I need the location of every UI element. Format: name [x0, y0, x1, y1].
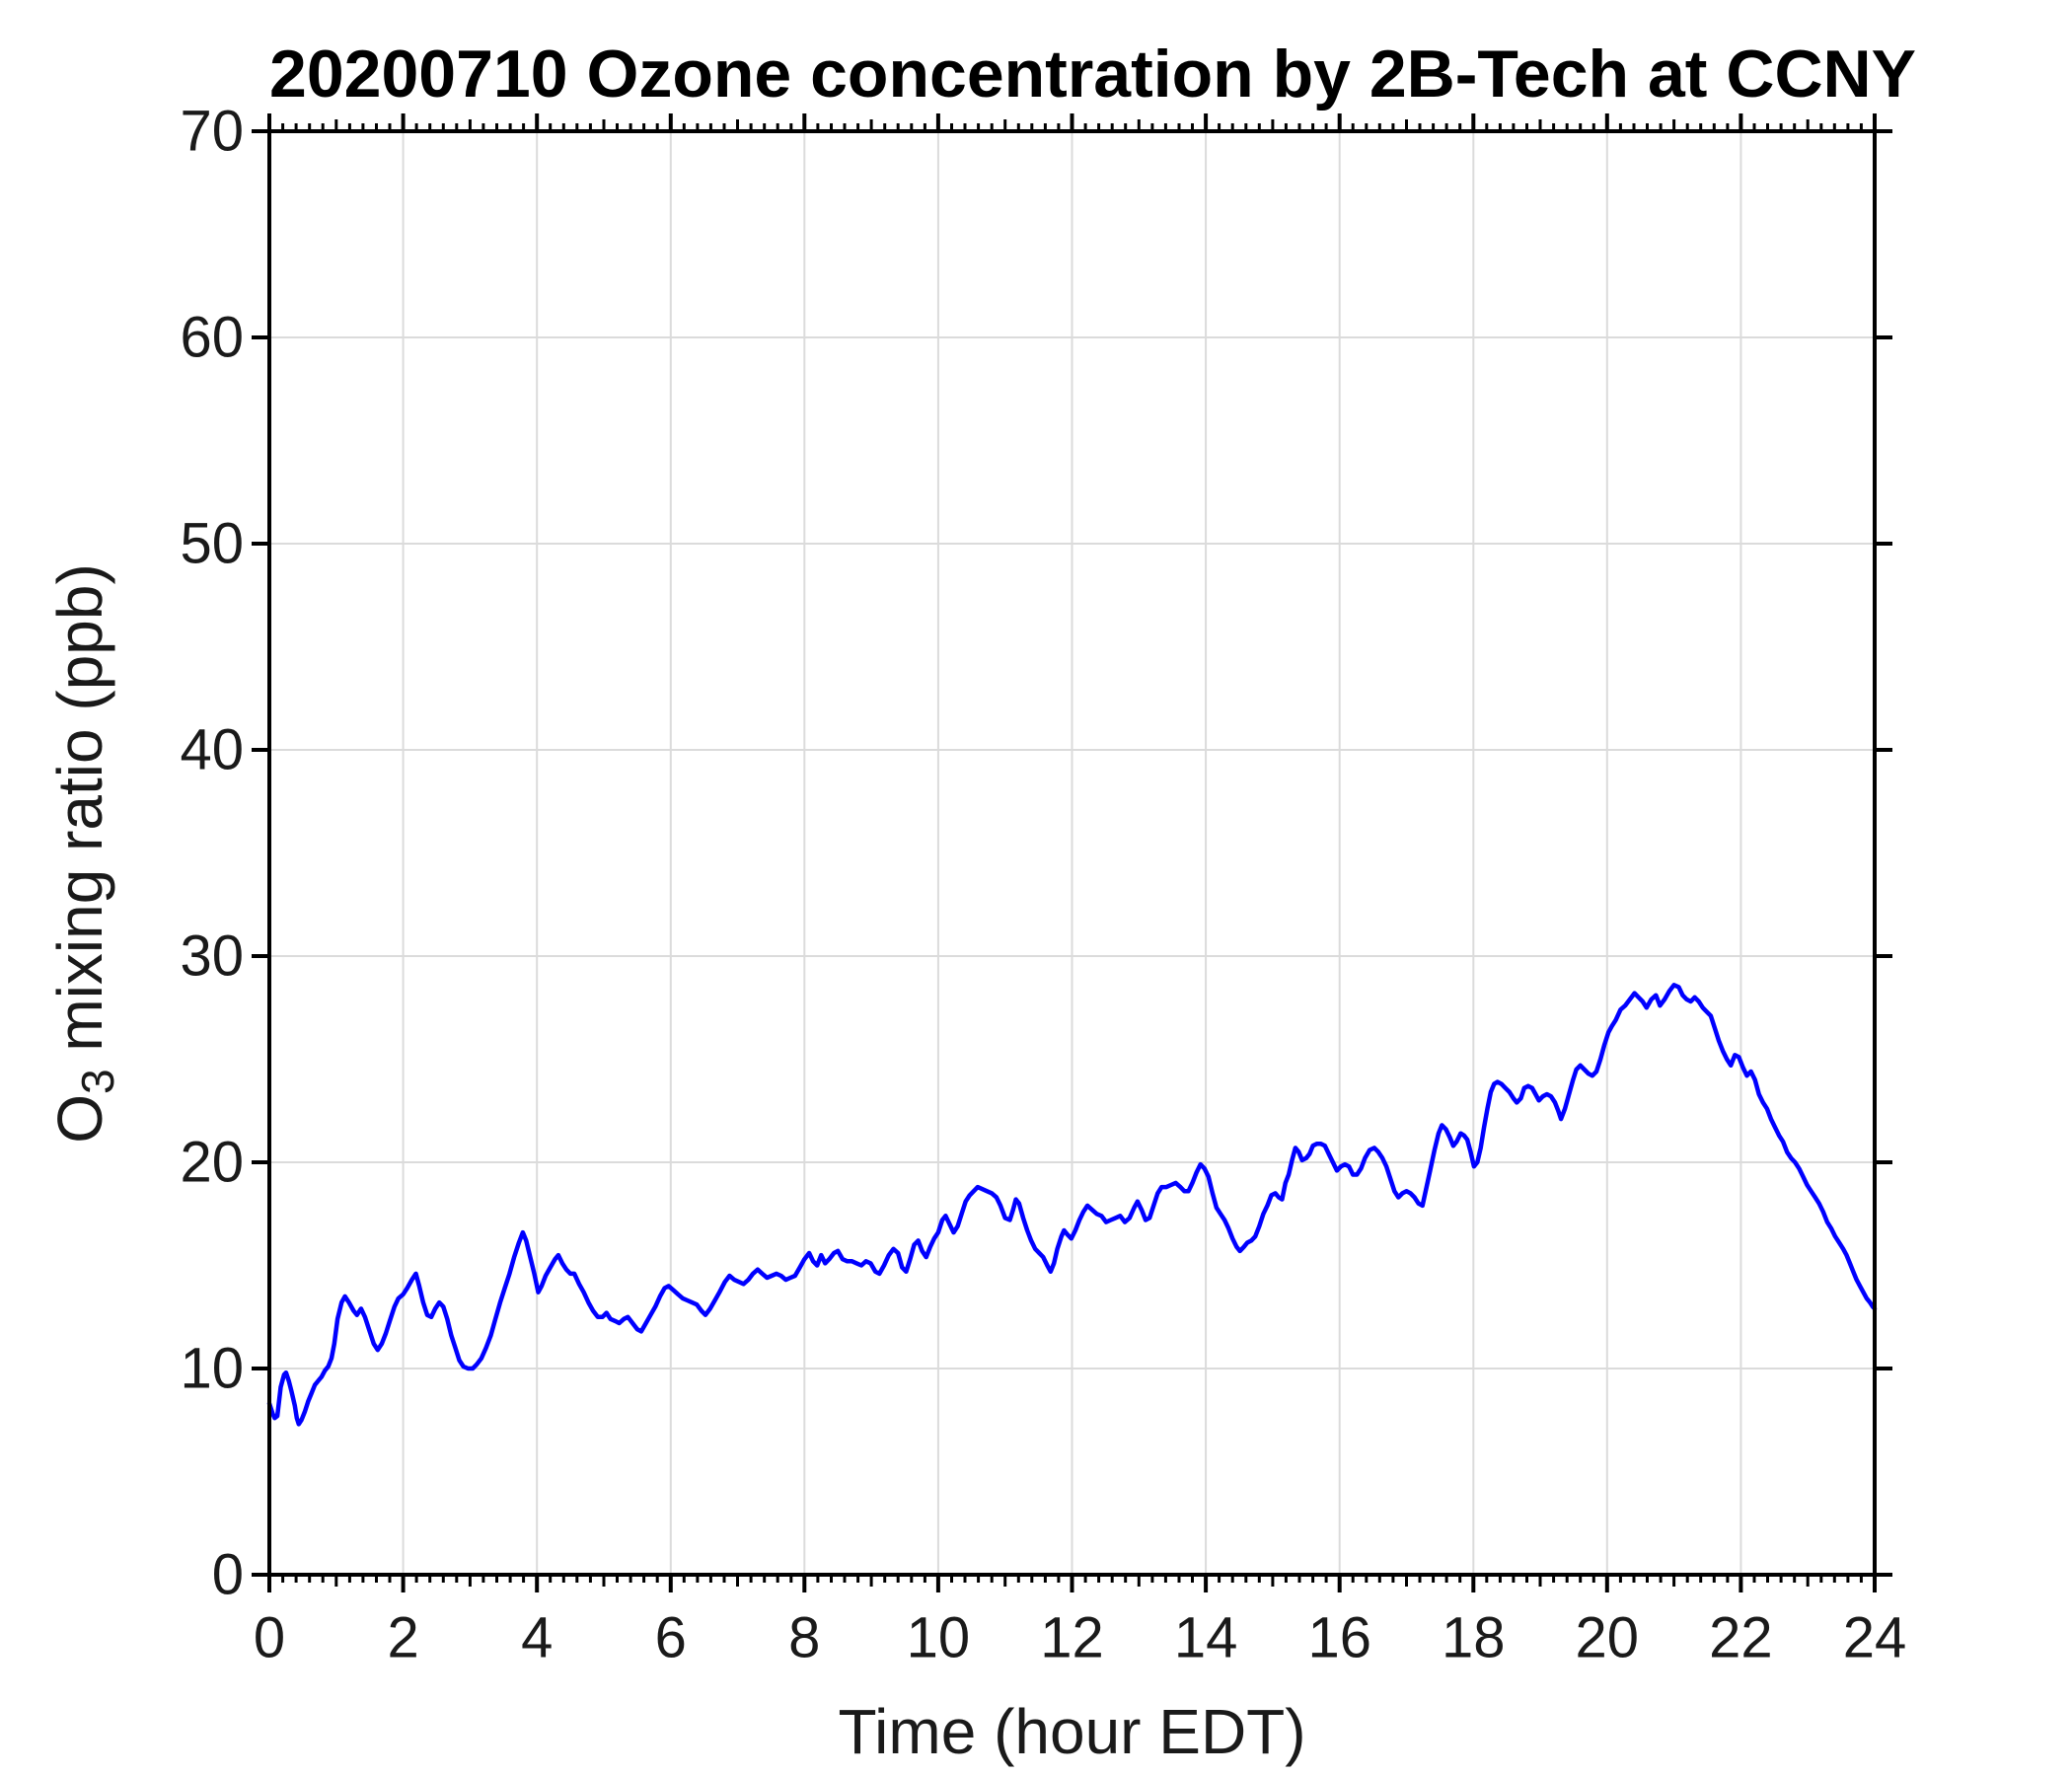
y-axis-label-prefix: O — [44, 1094, 116, 1144]
svg-text:0: 0 — [254, 1606, 285, 1670]
data-line-series — [266, 983, 1878, 1427]
svg-text:8: 8 — [788, 1606, 820, 1670]
svg-text:30: 30 — [180, 925, 244, 989]
svg-text:24: 24 — [1843, 1606, 1907, 1670]
svg-text:10: 10 — [180, 1337, 244, 1401]
y-axis-label-subscript: 3 — [71, 1069, 123, 1095]
svg-text:4: 4 — [521, 1606, 553, 1670]
svg-text:22: 22 — [1709, 1606, 1773, 1670]
svg-text:10: 10 — [907, 1606, 971, 1670]
x-axis-label: Time (hour EDT) — [838, 1696, 1306, 1767]
svg-text:20: 20 — [180, 1131, 244, 1195]
grid-lines — [269, 131, 1875, 1575]
svg-text:16: 16 — [1307, 1606, 1371, 1670]
svg-text:18: 18 — [1442, 1606, 1506, 1670]
svg-text:14: 14 — [1174, 1606, 1238, 1670]
chart-title: 20200710 Ozone concentration by 2B-Tech … — [269, 37, 1917, 111]
svg-text:12: 12 — [1040, 1606, 1104, 1670]
x-tick-labels: 0 2 4 6 8 10 12 14 16 18 20 22 24 — [254, 1606, 1906, 1670]
svg-text:60: 60 — [180, 306, 244, 370]
svg-text:50: 50 — [180, 512, 244, 576]
y-axis-label: O3 mixing ratio (ppb) — [43, 563, 124, 1144]
axes-box-border — [267, 129, 1877, 1577]
ozone-data-line — [266, 983, 1878, 1427]
svg-text:6: 6 — [655, 1606, 687, 1670]
svg-text:2: 2 — [387, 1606, 418, 1670]
y-axis-label-suffix: mixing ratio (ppb) — [44, 563, 116, 1070]
svg-text:0: 0 — [212, 1543, 244, 1607]
svg-text:70: 70 — [180, 100, 244, 164]
svg-text:20: 20 — [1576, 1606, 1640, 1670]
y-tick-labels: 0 10 20 30 40 50 60 70 — [180, 100, 244, 1607]
svg-text:40: 40 — [180, 718, 244, 782]
